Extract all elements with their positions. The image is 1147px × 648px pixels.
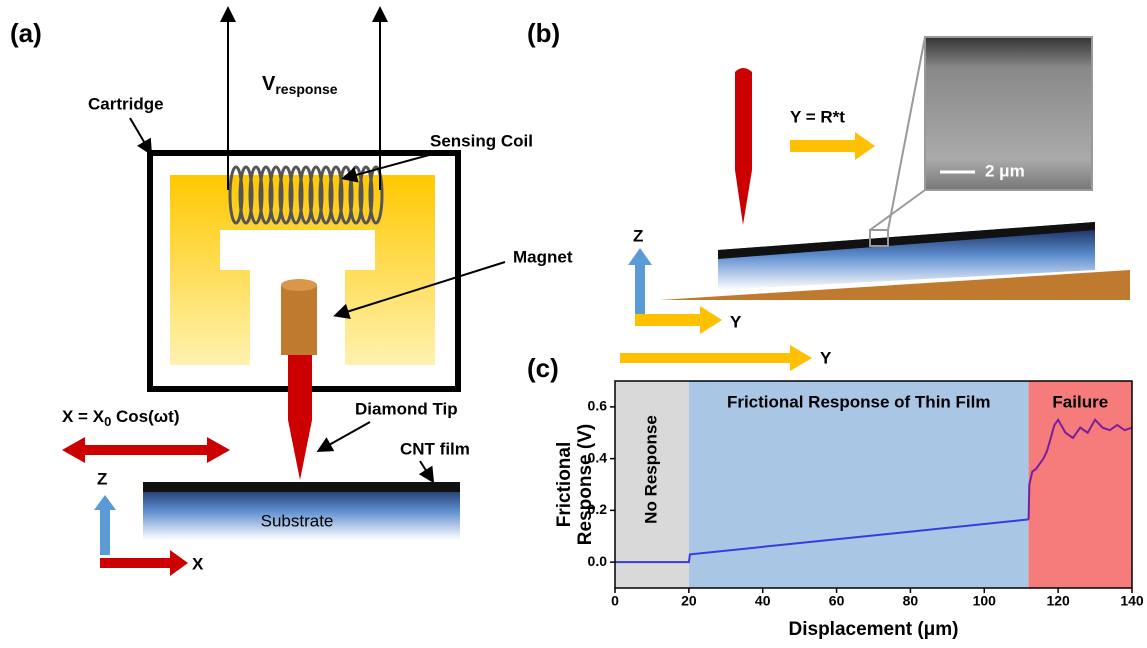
substrate-label: Substrate [261, 511, 334, 530]
y-label: Y [820, 348, 832, 367]
coil-label: Sensing Coil [430, 131, 533, 150]
panel-label: (c) [527, 353, 559, 383]
x-tick-label: 60 [829, 593, 845, 609]
y-tick-label: 0.0 [588, 553, 608, 569]
panel-label: (a) [10, 18, 42, 48]
z-label: Z [633, 226, 643, 245]
tip-label: Diamond Tip [355, 399, 458, 418]
film-label: CNT film [400, 439, 470, 458]
oscillation-arrow [62, 437, 230, 463]
tip [735, 68, 752, 225]
figure: (a) Vresponse Cartridge Sensing Coil Mag… [0, 0, 1147, 643]
y-arrow [620, 345, 812, 371]
pointer [420, 461, 432, 480]
cnt-film [143, 482, 460, 492]
magnet-top [281, 279, 317, 291]
x-tick-label: 80 [903, 593, 919, 609]
cartridge-label: Cartridge [88, 94, 164, 113]
z-arrow [628, 248, 652, 318]
x-tick-label: 20 [681, 593, 697, 609]
zoom-line [870, 190, 925, 230]
diamond-tip [288, 355, 312, 480]
panel-a: (a) Vresponse Cartridge Sensing Coil Mag… [10, 10, 573, 576]
magnet-label: Magnet [513, 247, 573, 266]
panel-label: (b) [527, 18, 560, 48]
panel-c: (c) No Response Frictional Response of Th… [527, 353, 1144, 640]
y-label: Y [730, 312, 742, 331]
region [689, 381, 1029, 588]
y-axis-label: Frictional [554, 442, 575, 528]
x-label: X [192, 554, 204, 573]
x-tick-label: 120 [1046, 593, 1070, 609]
zoom-line [888, 37, 925, 230]
v-response: Vresponse [262, 73, 338, 96]
pointer [130, 118, 150, 152]
scan-arrow [790, 132, 875, 160]
panel-b: (b) Y = R*t 2 μm Z Y Y [527, 18, 1130, 371]
y-arrow [635, 306, 722, 334]
motion-equation: X = X0 Cos(ωt) [62, 407, 179, 429]
region-label: No Response [641, 415, 660, 524]
pointer [320, 422, 370, 450]
y-tick-label: 0.6 [588, 398, 608, 414]
x-tick-label: 0 [611, 593, 619, 609]
region-label: Frictional Response of Thin Film [727, 392, 991, 411]
region-label: Failure [1052, 392, 1108, 411]
x-tick-label: 100 [973, 593, 997, 609]
y-axis-label: Response (V) [575, 424, 596, 545]
z-arrow [94, 495, 116, 555]
region [1029, 381, 1132, 588]
z-label: Z [97, 469, 107, 488]
x-axis-label: Displacement (μm) [789, 619, 959, 640]
magnet [281, 285, 317, 355]
x-tick-label: 40 [755, 593, 771, 609]
motion-equation: Y = R*t [790, 107, 845, 126]
scale-label: 2 μm [985, 161, 1025, 180]
x-arrow [100, 550, 188, 576]
x-tick-label: 140 [1120, 593, 1144, 609]
